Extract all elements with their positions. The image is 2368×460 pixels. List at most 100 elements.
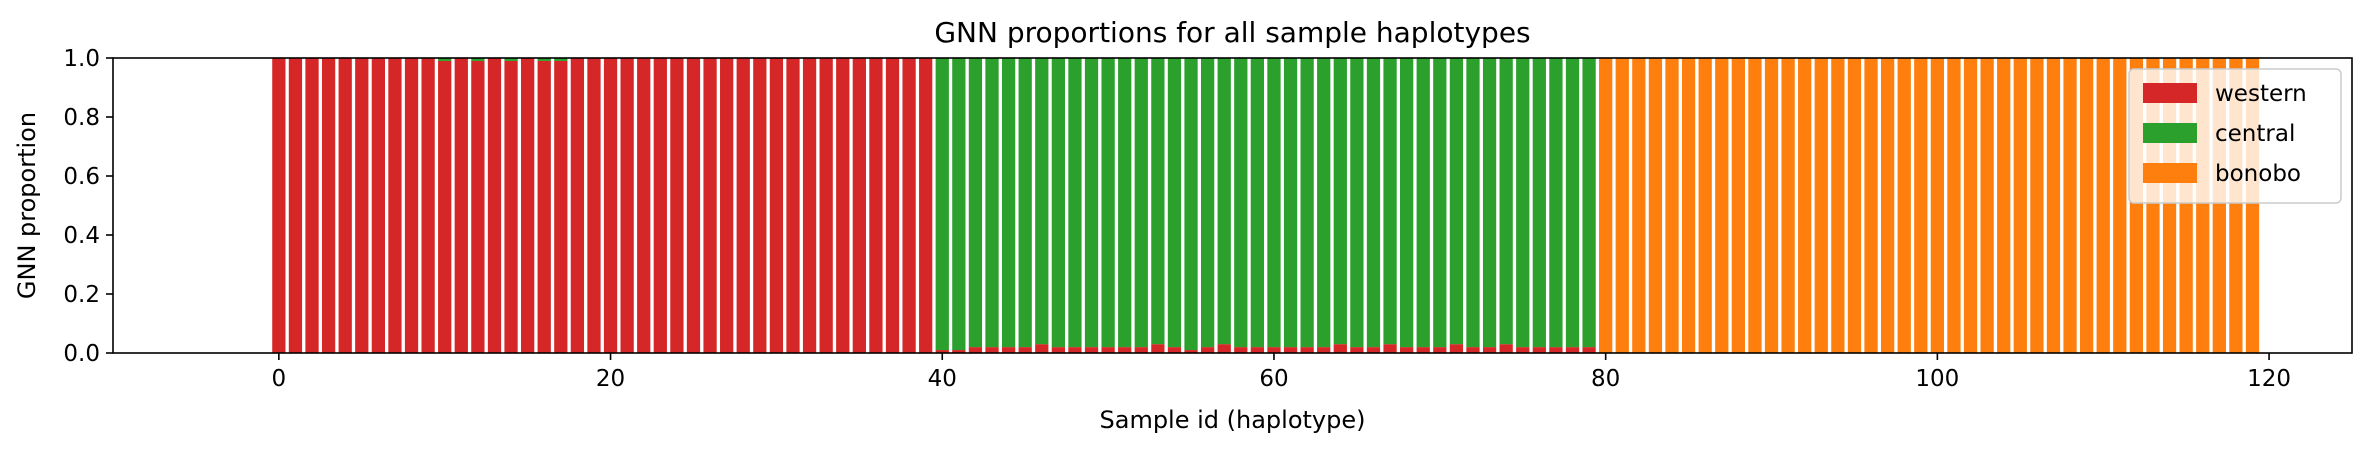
legend-label-bonobo: bonobo <box>2215 161 2301 187</box>
bar-western-9 <box>421 58 435 353</box>
legend-swatch-central <box>2143 123 2197 143</box>
bar-western-29 <box>753 58 767 353</box>
bar-western-10 <box>438 60 452 353</box>
bar-western-67 <box>1383 344 1397 353</box>
bar-bonobo-86 <box>1698 58 1712 353</box>
bar-bonobo-103 <box>1980 58 1994 353</box>
bar-bonobo-95 <box>1847 58 1862 353</box>
bar-bonobo-108 <box>2063 58 2077 353</box>
bar-western-16 <box>537 60 551 353</box>
bar-western-51 <box>1118 347 1132 353</box>
plot-frame <box>112 57 2353 354</box>
bar-western-0 <box>272 58 286 353</box>
legend-label-central: central <box>2215 121 2295 147</box>
bar-bonobo-111 <box>2113 58 2127 353</box>
bar-western-30 <box>769 58 784 353</box>
x-tick-label: 60 <box>1259 366 1288 392</box>
bar-western-4 <box>338 58 352 353</box>
bar-central-45 <box>1018 58 1032 348</box>
bar-western-18 <box>570 58 585 353</box>
bar-central-16 <box>537 58 551 61</box>
bar-bonobo-91 <box>1781 58 1795 353</box>
bar-bonobo-81 <box>1615 58 1629 353</box>
bar-western-70 <box>1433 347 1447 353</box>
legend-label-western: western <box>2215 81 2307 107</box>
bar-bonobo-98 <box>1897 58 1911 353</box>
bar-western-66 <box>1366 347 1381 353</box>
bar-western-49 <box>1084 347 1099 353</box>
bar-central-17 <box>554 58 568 61</box>
bar-western-13 <box>487 58 502 353</box>
legend-swatch-bonobo <box>2143 163 2197 183</box>
bar-central-73 <box>1482 58 1497 348</box>
bar-western-35 <box>852 58 866 353</box>
bar-western-39 <box>919 58 933 353</box>
bar-bonobo-89 <box>1748 58 1762 353</box>
bar-western-24 <box>670 58 684 353</box>
bar-bonobo-106 <box>2030 58 2044 353</box>
bar-central-75 <box>1516 58 1530 348</box>
bar-western-77 <box>1549 347 1563 353</box>
bar-central-70 <box>1433 58 1447 348</box>
bar-central-42 <box>968 58 983 348</box>
bar-bonobo-92 <box>1798 58 1812 353</box>
bar-western-79 <box>1582 347 1596 353</box>
bar-central-65 <box>1350 58 1364 348</box>
bar-central-44 <box>1001 58 1016 348</box>
bar-western-2 <box>305 58 319 353</box>
y-axis-label: GNN proportion <box>13 112 41 299</box>
bar-central-51 <box>1118 58 1132 348</box>
bar-western-78 <box>1565 347 1580 353</box>
y-tick-label: 0.0 <box>63 341 100 367</box>
bar-western-41 <box>952 350 966 353</box>
y-tick-label: 0.2 <box>63 282 100 308</box>
bar-western-64 <box>1333 344 1347 353</box>
bar-bonobo-107 <box>2046 58 2061 353</box>
bar-western-62 <box>1300 347 1314 353</box>
bar-western-55 <box>1184 350 1198 353</box>
bar-western-59 <box>1250 347 1265 353</box>
bar-western-57 <box>1217 344 1231 353</box>
bar-western-40 <box>935 350 949 353</box>
bar-western-19 <box>587 58 601 353</box>
bar-bonobo-82 <box>1632 58 1646 353</box>
bar-western-31 <box>786 58 800 353</box>
bar-bonobo-90 <box>1764 58 1779 353</box>
bar-western-32 <box>802 58 817 353</box>
bar-central-78 <box>1565 58 1580 348</box>
bar-western-75 <box>1516 347 1530 353</box>
x-tick-label: 120 <box>2247 366 2291 392</box>
bar-western-14 <box>504 60 518 353</box>
bar-bonobo-104 <box>1997 58 2011 353</box>
bar-central-12 <box>471 58 485 61</box>
bar-central-69 <box>1416 58 1430 348</box>
bar-central-40 <box>935 58 949 351</box>
bar-central-63 <box>1317 58 1331 348</box>
bar-western-15 <box>521 58 535 353</box>
x-axis-label: Sample id (haplotype) <box>1100 406 1366 434</box>
bar-western-34 <box>836 58 850 353</box>
bar-bonobo-100 <box>1930 58 1945 353</box>
x-tick-label: 80 <box>1591 366 1620 392</box>
bar-central-59 <box>1250 58 1265 348</box>
bar-western-11 <box>454 58 468 353</box>
bar-central-41 <box>952 58 966 351</box>
x-tick-label: 20 <box>596 366 625 392</box>
bar-bonobo-110 <box>2096 58 2110 353</box>
bar-central-72 <box>1466 58 1480 348</box>
bar-central-68 <box>1400 58 1414 348</box>
bar-central-46 <box>1035 58 1049 345</box>
bar-western-43 <box>985 347 999 353</box>
bar-bonobo-84 <box>1665 58 1679 353</box>
bar-western-20 <box>603 58 618 353</box>
bar-central-52 <box>1134 58 1148 348</box>
bar-bonobo-85 <box>1681 58 1696 353</box>
bar-western-56 <box>1200 347 1215 353</box>
bar-western-63 <box>1317 347 1331 353</box>
bar-central-76 <box>1532 58 1546 348</box>
bar-bonobo-93 <box>1814 58 1828 353</box>
chart-title: GNN proportions for all sample haplotype… <box>934 16 1530 49</box>
bar-western-73 <box>1482 347 1497 353</box>
bar-central-64 <box>1333 58 1347 345</box>
